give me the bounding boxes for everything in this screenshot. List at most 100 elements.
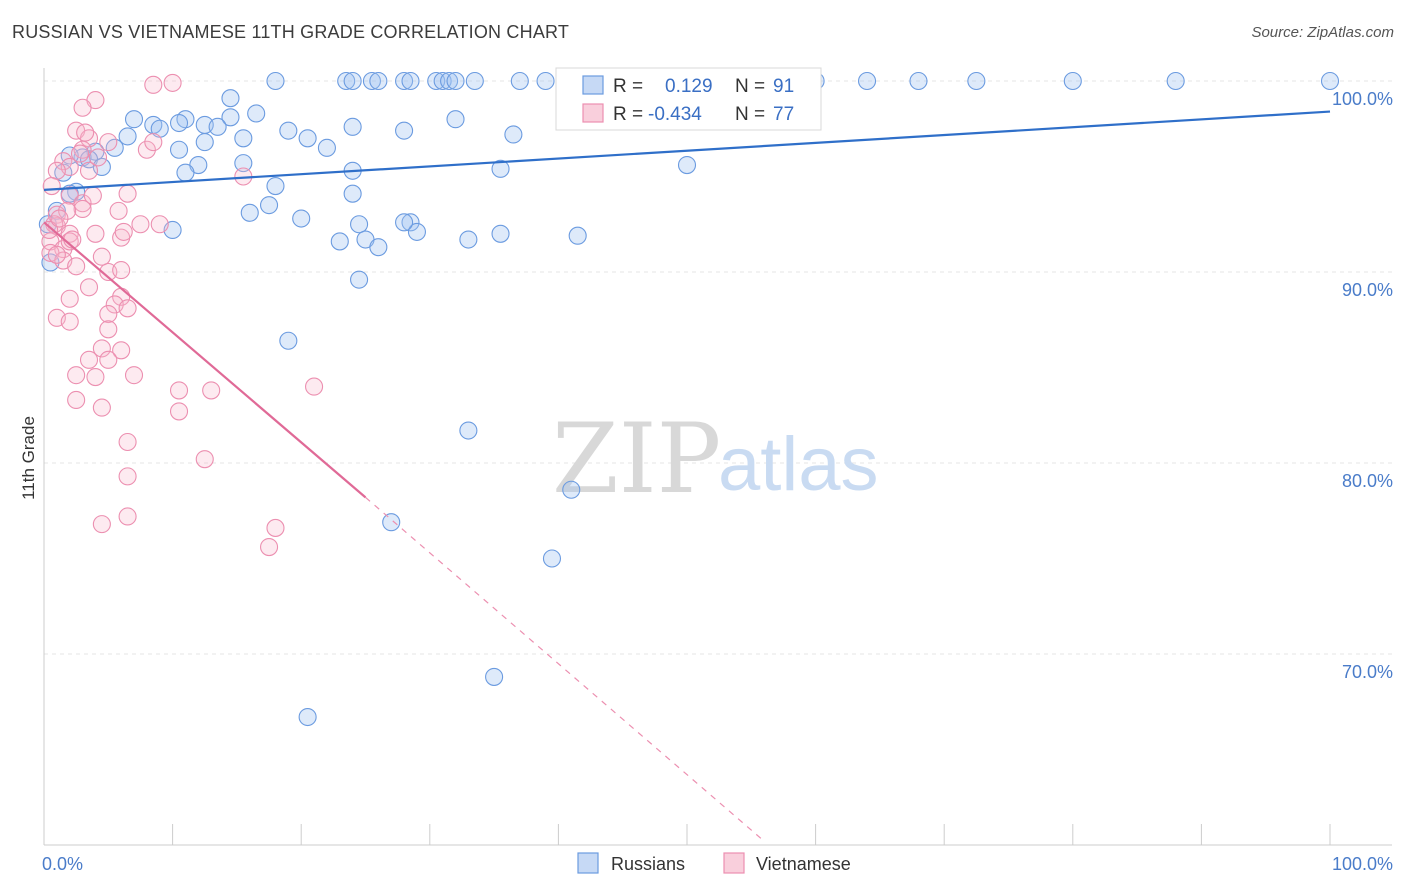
legend-vietnamese-n-value: 77 <box>773 104 794 125</box>
russian-point-83 <box>562 480 581 499</box>
vietnamese-point-38 <box>99 304 118 324</box>
vietnamese-trend-line <box>43 221 367 499</box>
vietnamese-point-29 <box>92 247 111 266</box>
russian-point-6 <box>401 71 420 91</box>
y-axis-title: 11th Grade <box>19 416 38 500</box>
y-tick-label-80: 80.0% <box>1342 471 1393 491</box>
watermark: ZIP atlas <box>552 403 879 515</box>
russian-point-2 <box>343 71 362 91</box>
russian-point-85 <box>542 549 562 568</box>
vietnamese-point-59 <box>118 507 137 526</box>
russian-point-49 <box>234 129 253 148</box>
legend-russians-n-value: 91 <box>773 76 794 97</box>
vietnamese-point-53 <box>92 398 111 417</box>
vietnamese-point-69 <box>88 148 108 167</box>
x-ticks <box>43 824 1331 845</box>
watermark-zip: ZIP <box>552 403 721 515</box>
russian-point-86 <box>485 667 504 686</box>
legend-vietnamese-r-label: R = <box>613 104 643 125</box>
vietnamese-point-44 <box>112 341 131 360</box>
russian-point-77 <box>330 232 349 251</box>
vietnamese-point-52 <box>67 390 86 410</box>
vietnamese-point-11 <box>79 161 99 180</box>
russian-point-13 <box>536 71 555 91</box>
y-tick-labels: 70.0% 80.0% 90.0% 100.0% <box>1332 89 1393 682</box>
russian-point-51 <box>317 138 336 157</box>
vietnamese-point-10 <box>47 161 66 180</box>
russian-point-74 <box>459 230 478 249</box>
vietnamese-point-46 <box>99 350 118 369</box>
vietnamese-point-51 <box>202 381 221 400</box>
vietnamese-point-47 <box>67 366 86 385</box>
russian-point-66 <box>240 203 259 222</box>
russian-point-72 <box>407 222 426 241</box>
russian-point-46 <box>169 140 189 159</box>
russian-point-75 <box>491 224 510 243</box>
y-tick-label-100: 100.0% <box>1332 89 1393 109</box>
bottom-legend-russians-swatch <box>577 852 599 874</box>
russian-point-84 <box>382 513 401 532</box>
vietnamese-point-50 <box>169 381 189 400</box>
russians-points <box>38 71 1340 727</box>
vietnamese-point-70 <box>40 220 59 240</box>
russian-point-81 <box>279 331 298 350</box>
vietnamese-point-76 <box>42 177 61 196</box>
russian-point-39 <box>395 121 414 140</box>
legend-vietnamese-swatch <box>582 103 604 123</box>
russian-point-0 <box>266 71 285 91</box>
russian-point-21 <box>909 71 928 91</box>
russian-point-7 <box>427 71 446 91</box>
vietnamese-point-31 <box>47 245 66 264</box>
russian-point-64 <box>292 209 311 228</box>
vietnamese-point-75 <box>131 215 150 234</box>
vietnamese-point-22 <box>150 215 169 234</box>
vietnamese-point-55 <box>305 377 324 396</box>
y-tick-label-70: 70.0% <box>1342 662 1393 682</box>
russian-point-76 <box>568 226 587 245</box>
vietnamese-point-16 <box>73 194 92 213</box>
vietnamese-point-45 <box>79 350 99 369</box>
vietnamese-point-33 <box>112 261 131 280</box>
russian-point-26 <box>221 89 240 108</box>
russian-point-36 <box>208 117 227 136</box>
vietnamese-point-41 <box>118 299 137 318</box>
legend-russians-r-label: R = <box>613 76 643 97</box>
vietnamese-point-74 <box>109 201 128 220</box>
legend-vietnamese-n-label: N = <box>735 104 765 125</box>
russian-point-23 <box>1063 71 1082 91</box>
vietnamese-trend-extension <box>365 496 765 842</box>
vietnamese-point-43 <box>92 339 111 358</box>
source-label: Source: ZipAtlas.com <box>1251 24 1394 41</box>
vietnamese-point-71 <box>50 209 69 228</box>
legend-russians-r-value: 0.129 <box>665 76 713 97</box>
russian-point-54 <box>176 163 195 182</box>
russian-point-38 <box>343 117 362 136</box>
x-tick-label-max: 100.0% <box>1332 854 1393 874</box>
russian-point-33 <box>118 127 137 146</box>
vietnamese-point-48 <box>86 367 105 387</box>
bottom-legend-vietnamese-label: Vietnamese <box>756 854 851 874</box>
watermark-atlas: atlas <box>718 422 879 507</box>
vietnamese-point-42 <box>99 320 118 339</box>
russian-point-87 <box>298 707 317 727</box>
vietnamese-point-17 <box>73 199 92 219</box>
vietnamese-point-64 <box>76 123 95 142</box>
russian-point-62 <box>266 177 285 196</box>
russian-point-82 <box>459 421 478 440</box>
russian-point-71 <box>401 213 420 232</box>
russian-point-35 <box>169 113 189 133</box>
russian-point-27 <box>124 110 144 129</box>
vietnamese-point-58 <box>118 467 137 486</box>
russian-point-50 <box>298 129 317 148</box>
russian-point-41 <box>504 125 523 144</box>
russian-point-11 <box>465 71 484 91</box>
vietnamese-point-56 <box>118 432 137 452</box>
chart-title: RUSSIAN VS VIETNAMESE 11TH GRADE CORRELA… <box>12 22 570 42</box>
vietnamese-point-66 <box>58 201 77 220</box>
vietnamese-point-61 <box>266 518 285 537</box>
vietnamese-point-21 <box>86 224 105 243</box>
vietnamese-point-34 <box>79 278 99 297</box>
legend-box: R = 0.129 N = 91 R = -0.434 N = 77 <box>555 67 822 131</box>
vietnamese-point-54 <box>169 402 189 421</box>
